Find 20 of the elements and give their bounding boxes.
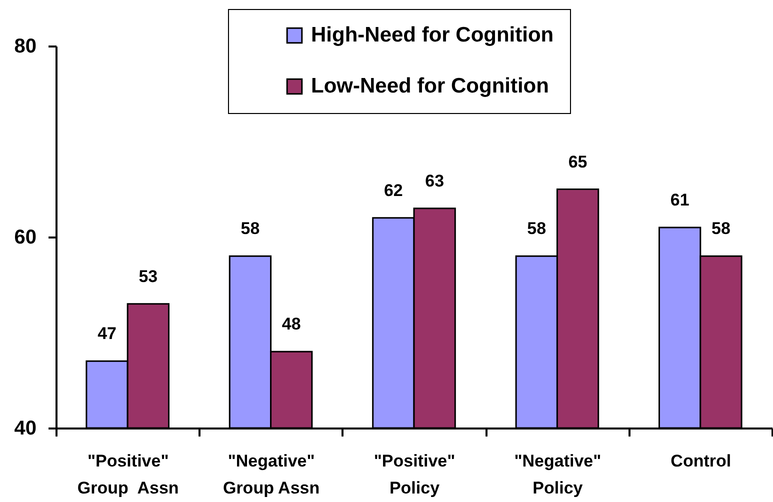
y-tick-label: 80 xyxy=(14,36,36,58)
x-tick-label: "Positive" Policy xyxy=(374,452,456,498)
x-tick-label: "Positive" Group Assn xyxy=(77,452,179,498)
data-label: 63 xyxy=(425,171,444,190)
legend-label: High-Need for Cognition xyxy=(311,24,554,46)
data-label: 61 xyxy=(670,190,690,210)
data-label: 58 xyxy=(240,219,260,238)
data-label: 62 xyxy=(384,180,403,200)
data-label: 65 xyxy=(568,152,588,172)
x-tick-label: Control xyxy=(670,452,732,470)
y-tick-label: 40 xyxy=(14,418,36,440)
y-tick-label: 60 xyxy=(14,226,36,248)
x-tick-label: "Negative" Group Assn xyxy=(222,452,320,498)
data-label: 58 xyxy=(712,219,730,238)
data-label: 53 xyxy=(138,266,158,286)
x-tick-label: "Negative" Policy xyxy=(514,452,602,498)
data-label: 48 xyxy=(282,314,301,334)
data-label: 58 xyxy=(527,219,546,238)
legend-label: Low-Need for Cognition xyxy=(311,74,549,98)
data-label: 47 xyxy=(98,324,116,344)
